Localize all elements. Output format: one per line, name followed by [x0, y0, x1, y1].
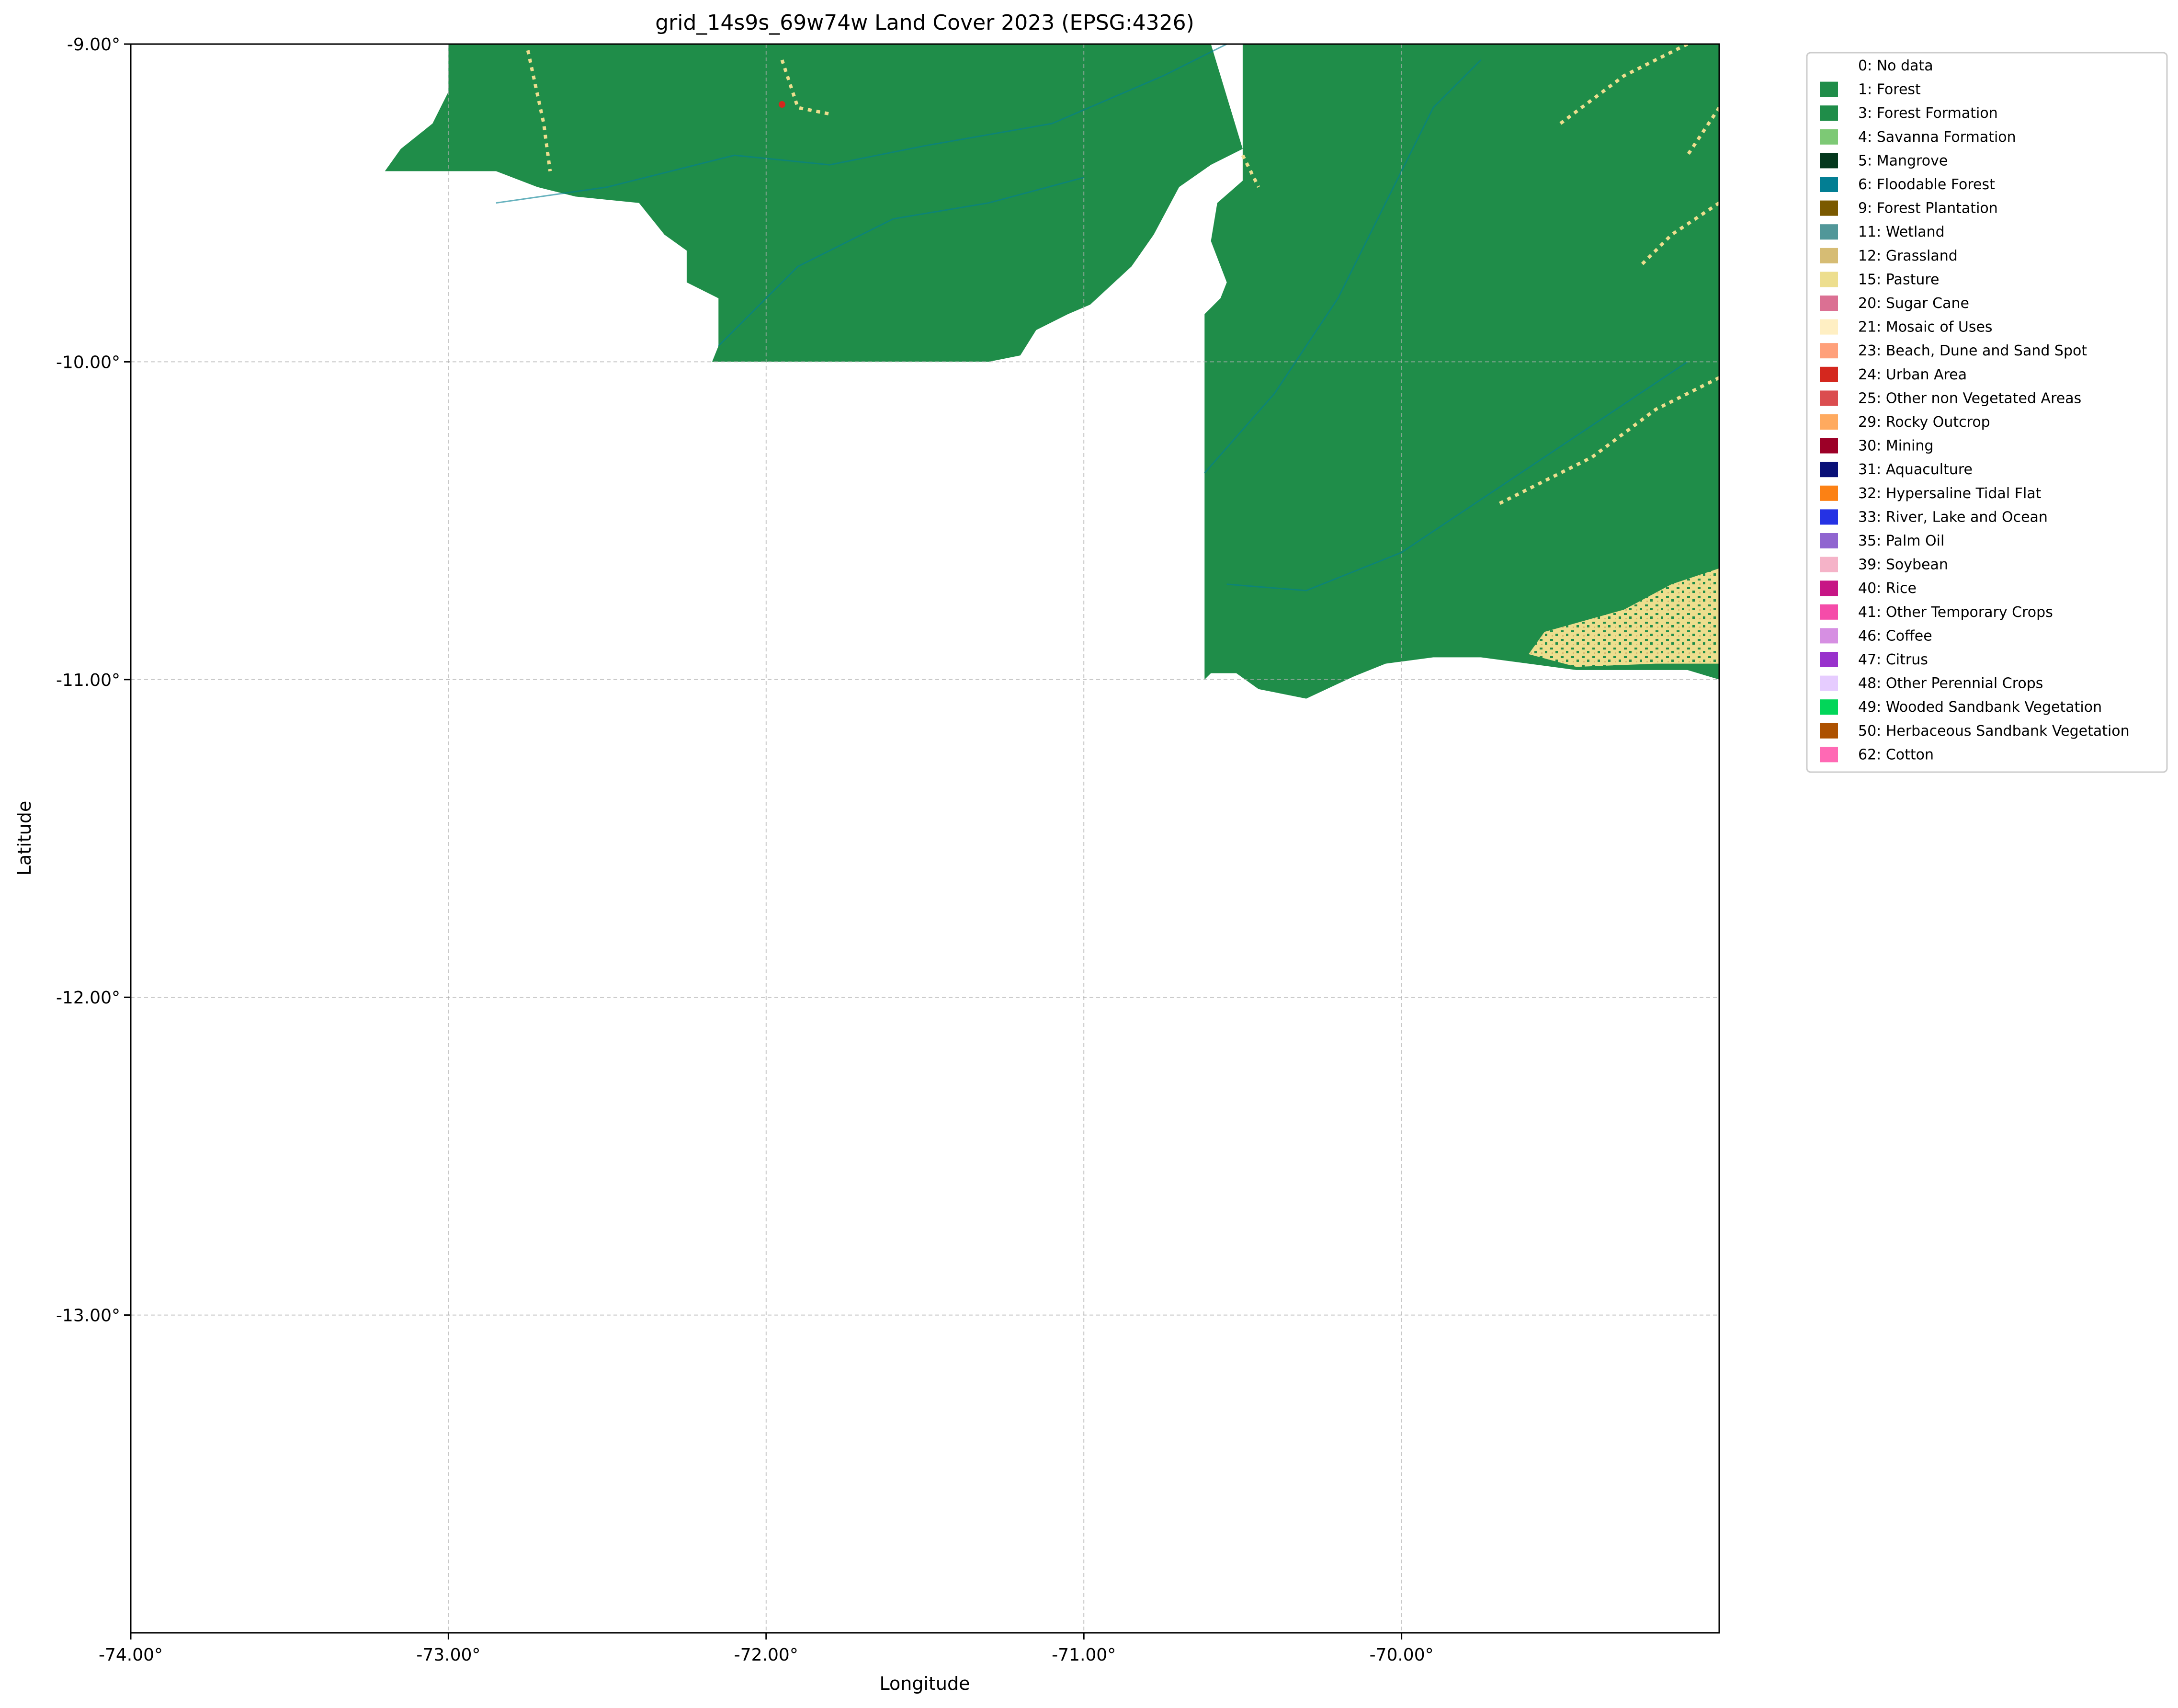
legend-swatch [1820, 296, 1838, 311]
x-tick-label: -74.00° [99, 1645, 163, 1665]
pasture-patch [1686, 106, 1719, 157]
plot-frame [130, 43, 1720, 1634]
x-axis-label: Longitude [880, 1673, 970, 1694]
legend-label: 31: Aquaculture [1858, 461, 1973, 478]
land-cover-raster [385, 44, 1719, 699]
legend-label: 23: Beach, Dune and Sand Spot [1858, 342, 2087, 359]
legend-swatch [1820, 557, 1838, 572]
pasture-patch [1559, 44, 1689, 125]
forest-region-east [1204, 44, 1719, 699]
legend-swatch [1820, 675, 1838, 691]
legend-label: 5: Mangrove [1858, 152, 1948, 169]
legend-swatch [1820, 723, 1838, 739]
legend-label: 11: Wetland [1858, 224, 1945, 240]
river-line [1204, 59, 1482, 474]
legend-swatch [1820, 319, 1838, 335]
pasture-region-southeast [1529, 568, 1719, 667]
legend-label: 29: Rocky Outcrop [1858, 414, 1990, 431]
legend-label: 12: Grassland [1858, 248, 1958, 264]
legend-label: 49: Wooded Sandbank Vegetation [1858, 699, 2102, 716]
legend-swatch [1820, 604, 1838, 620]
legend-label: 25: Other non Vegetated Areas [1858, 390, 2081, 407]
legend-label: 20: Sugar Cane [1858, 295, 1969, 312]
legend-label: 3: Forest Formation [1858, 105, 1998, 122]
x-tick-label: -70.00° [1370, 1645, 1434, 1665]
legend-label: 4: Savanna Formation [1858, 129, 2016, 146]
y-tick-label: -12.00° [56, 988, 120, 1008]
legend-swatch [1820, 581, 1838, 596]
legend-label: 21: Mosaic of Uses [1858, 319, 1993, 336]
map-title: grid_14s9s_69w74w Land Cover 2023 (EPSG:… [655, 11, 1194, 35]
legend-swatch [1820, 414, 1838, 430]
legend-swatch [1820, 272, 1838, 287]
legend-swatch [1820, 747, 1838, 763]
legend-label: 24: Urban Area [1858, 366, 1967, 383]
river-line [496, 44, 1227, 204]
legend-label: 32: Hypersaline Tidal Flat [1858, 485, 2042, 502]
forest-region-northwest [385, 44, 1243, 362]
x-tick-label: -71.00° [1052, 1645, 1116, 1665]
x-tick-label: -72.00° [734, 1645, 798, 1665]
legend-swatch [1820, 58, 1838, 73]
legend-label: 48: Other Perennial Crops [1858, 675, 2043, 692]
legend-label: 35: Palm Oil [1858, 533, 1944, 549]
legend-label: 0: No data [1858, 57, 1933, 74]
pasture-patch [526, 50, 552, 171]
legend-label: 46: Coffee [1858, 627, 1932, 644]
y-axis-label: Latitude [14, 801, 35, 876]
legend-frame [1806, 52, 2168, 773]
legend-label: 9: Forest Plantation [1858, 200, 1998, 217]
legend-label: 33: River, Lake and Ocean [1858, 509, 2048, 525]
legend-swatch [1820, 105, 1838, 121]
legend-swatch [1820, 248, 1838, 263]
legend-swatch [1820, 343, 1838, 359]
legend-label: 41: Other Temporary Crops [1858, 604, 2053, 621]
urban-area-marker [778, 101, 785, 108]
pasture-patch [780, 59, 830, 116]
legend: 0: No data 1: Forest 3: Forest Formation 4:… [1806, 52, 2168, 773]
legend-swatch [1820, 366, 1838, 382]
pasture-patch [1241, 154, 1260, 188]
axis-ticks: -74.00° -73.00° -72.00° -71.00° -70.00° -9.00… [56, 35, 1434, 1665]
legend-swatch [1820, 699, 1838, 715]
legend-swatch [1820, 485, 1838, 501]
legend-label: 40: Rice [1858, 580, 1917, 597]
y-tick-label: -13.00° [56, 1306, 120, 1326]
legend-label: 15: Pasture [1858, 271, 1939, 288]
legend-swatch [1820, 533, 1838, 548]
legend-label: 47: Citrus [1858, 651, 1928, 668]
legend-swatch [1820, 628, 1838, 644]
legend-label: 30: Mining [1858, 438, 1933, 455]
river-line [1226, 361, 1688, 592]
legend-swatch [1820, 438, 1838, 454]
legend-swatch [1820, 652, 1838, 667]
legend-label: 50: Herbaceous Sandbank Vegetation [1858, 723, 2130, 740]
legend-label: 1: Forest [1858, 81, 1921, 98]
legend-label: 62: Cotton [1858, 746, 1934, 763]
legend-swatch [1820, 462, 1838, 478]
legend-swatch [1820, 153, 1838, 169]
legend-swatch [1820, 390, 1838, 406]
legend-swatch [1820, 129, 1838, 145]
pasture-patch [1496, 376, 1719, 507]
pasture-patch [1638, 201, 1719, 268]
y-tick-label: -9.00° [67, 35, 120, 55]
legend-swatch [1820, 81, 1838, 97]
legend-label: 6: Floodable Forest [1858, 176, 1995, 193]
plot-area: -74.00° -73.00° -72.00° -71.00° -70.00° -9.00… [56, 35, 1720, 1665]
y-tick-label: -10.00° [56, 353, 120, 372]
y-tick-label: -11.00° [56, 671, 120, 690]
legend-swatch [1820, 177, 1838, 192]
legend-swatch [1820, 509, 1838, 525]
x-tick-label: -73.00° [416, 1645, 480, 1665]
river-line [718, 177, 1084, 347]
legend-swatch [1820, 200, 1838, 216]
legend-label: 39: Soybean [1858, 557, 1948, 573]
legend-swatch [1820, 224, 1838, 240]
